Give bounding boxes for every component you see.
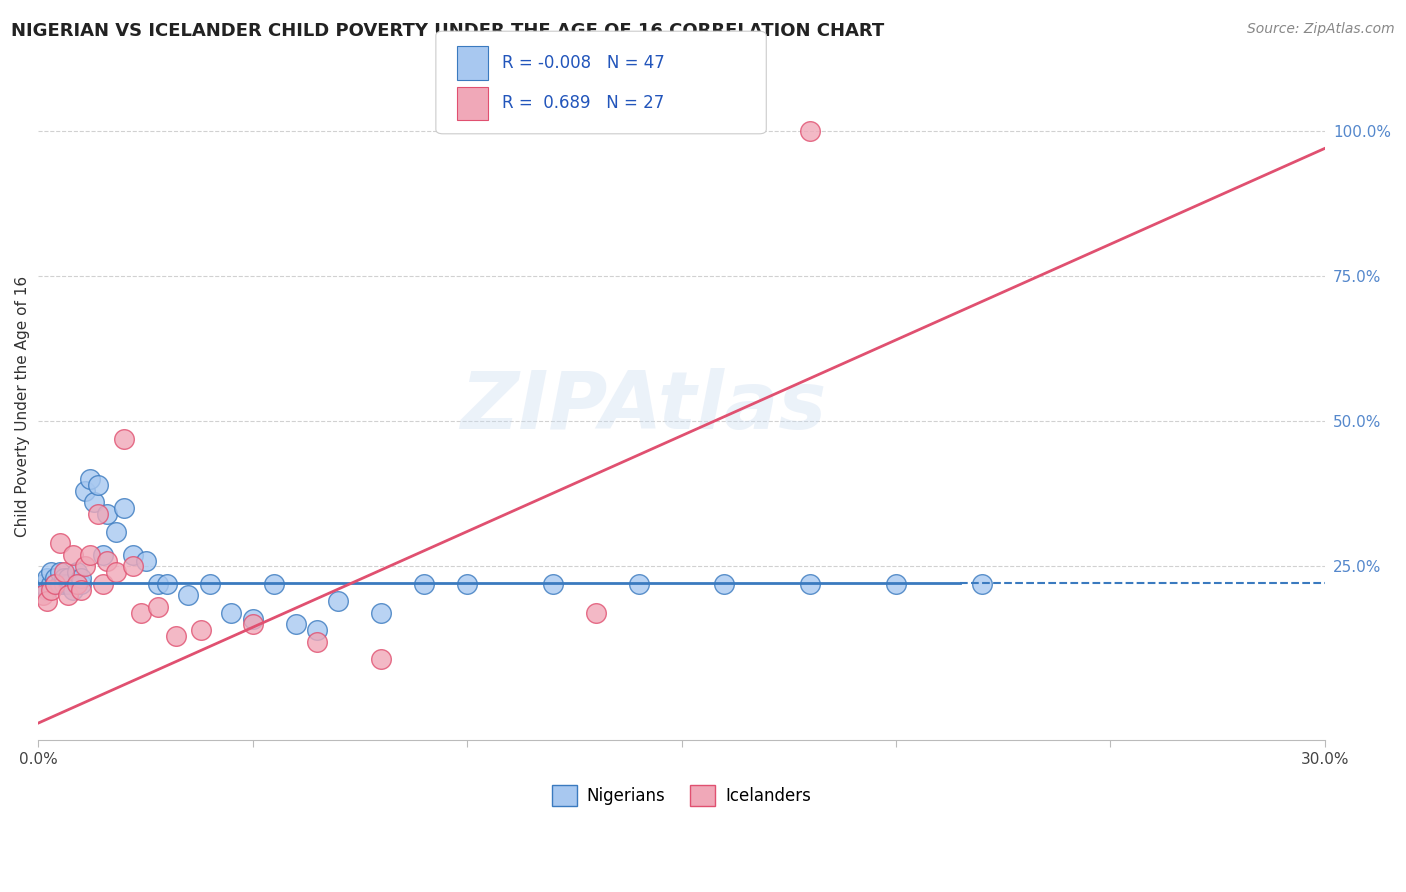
Text: R = -0.008   N = 47: R = -0.008 N = 47 bbox=[502, 54, 665, 72]
Point bbox=[177, 588, 200, 602]
Text: ZIPAtlas: ZIPAtlas bbox=[460, 368, 827, 446]
Point bbox=[284, 617, 307, 632]
Point bbox=[104, 524, 127, 539]
Point bbox=[96, 507, 118, 521]
Point bbox=[39, 565, 62, 579]
Point bbox=[112, 432, 135, 446]
Point bbox=[39, 576, 62, 591]
Point bbox=[35, 582, 58, 597]
Point bbox=[91, 576, 114, 591]
Point bbox=[148, 576, 170, 591]
Legend: Nigerians, Icelanders: Nigerians, Icelanders bbox=[546, 779, 818, 813]
Point bbox=[58, 588, 80, 602]
Point bbox=[53, 571, 76, 585]
Point bbox=[884, 576, 907, 591]
Point bbox=[148, 599, 170, 614]
Point bbox=[156, 576, 179, 591]
Point bbox=[970, 576, 993, 591]
Point bbox=[39, 582, 62, 597]
Point bbox=[62, 548, 84, 562]
Point bbox=[219, 606, 242, 620]
Point bbox=[799, 124, 821, 138]
Point bbox=[53, 576, 76, 591]
Point bbox=[70, 582, 93, 597]
Y-axis label: Child Poverty Under the Age of 16: Child Poverty Under the Age of 16 bbox=[15, 277, 30, 537]
Point bbox=[49, 565, 72, 579]
Point bbox=[242, 611, 264, 625]
Point bbox=[305, 635, 328, 649]
Point bbox=[263, 576, 285, 591]
Point bbox=[305, 623, 328, 637]
Point bbox=[44, 576, 66, 591]
Point bbox=[165, 629, 187, 643]
Point bbox=[70, 571, 93, 585]
Point bbox=[87, 478, 110, 492]
Point bbox=[190, 623, 212, 637]
Point bbox=[83, 495, 105, 509]
Point bbox=[91, 548, 114, 562]
Point bbox=[70, 576, 93, 591]
Point bbox=[129, 606, 152, 620]
Point bbox=[31, 576, 53, 591]
Point bbox=[121, 548, 143, 562]
Point bbox=[35, 594, 58, 608]
Point bbox=[328, 594, 350, 608]
Text: R =  0.689   N = 27: R = 0.689 N = 27 bbox=[502, 95, 664, 112]
Point bbox=[242, 617, 264, 632]
Point bbox=[96, 553, 118, 567]
Point bbox=[62, 582, 84, 597]
Text: Source: ZipAtlas.com: Source: ZipAtlas.com bbox=[1247, 22, 1395, 37]
Point bbox=[799, 576, 821, 591]
Point bbox=[49, 576, 72, 591]
Point bbox=[112, 501, 135, 516]
Point bbox=[58, 576, 80, 591]
Point bbox=[75, 483, 97, 498]
Point bbox=[413, 576, 436, 591]
Point bbox=[87, 507, 110, 521]
Point bbox=[79, 548, 101, 562]
Point bbox=[31, 588, 53, 602]
Point bbox=[541, 576, 564, 591]
Point bbox=[75, 559, 97, 574]
Point bbox=[66, 576, 89, 591]
Point bbox=[585, 606, 607, 620]
Point bbox=[58, 571, 80, 585]
Point bbox=[66, 565, 89, 579]
Point bbox=[627, 576, 650, 591]
Point bbox=[66, 576, 89, 591]
Point bbox=[135, 553, 157, 567]
Point bbox=[370, 606, 392, 620]
Point bbox=[53, 565, 76, 579]
Point bbox=[456, 576, 478, 591]
Point bbox=[49, 536, 72, 550]
Point bbox=[198, 576, 221, 591]
Point bbox=[370, 652, 392, 666]
Point bbox=[121, 559, 143, 574]
Point bbox=[79, 472, 101, 486]
Point bbox=[104, 565, 127, 579]
Point bbox=[35, 571, 58, 585]
Text: NIGERIAN VS ICELANDER CHILD POVERTY UNDER THE AGE OF 16 CORRELATION CHART: NIGERIAN VS ICELANDER CHILD POVERTY UNDE… bbox=[11, 22, 884, 40]
Point bbox=[44, 576, 66, 591]
Point bbox=[713, 576, 735, 591]
Point bbox=[44, 571, 66, 585]
